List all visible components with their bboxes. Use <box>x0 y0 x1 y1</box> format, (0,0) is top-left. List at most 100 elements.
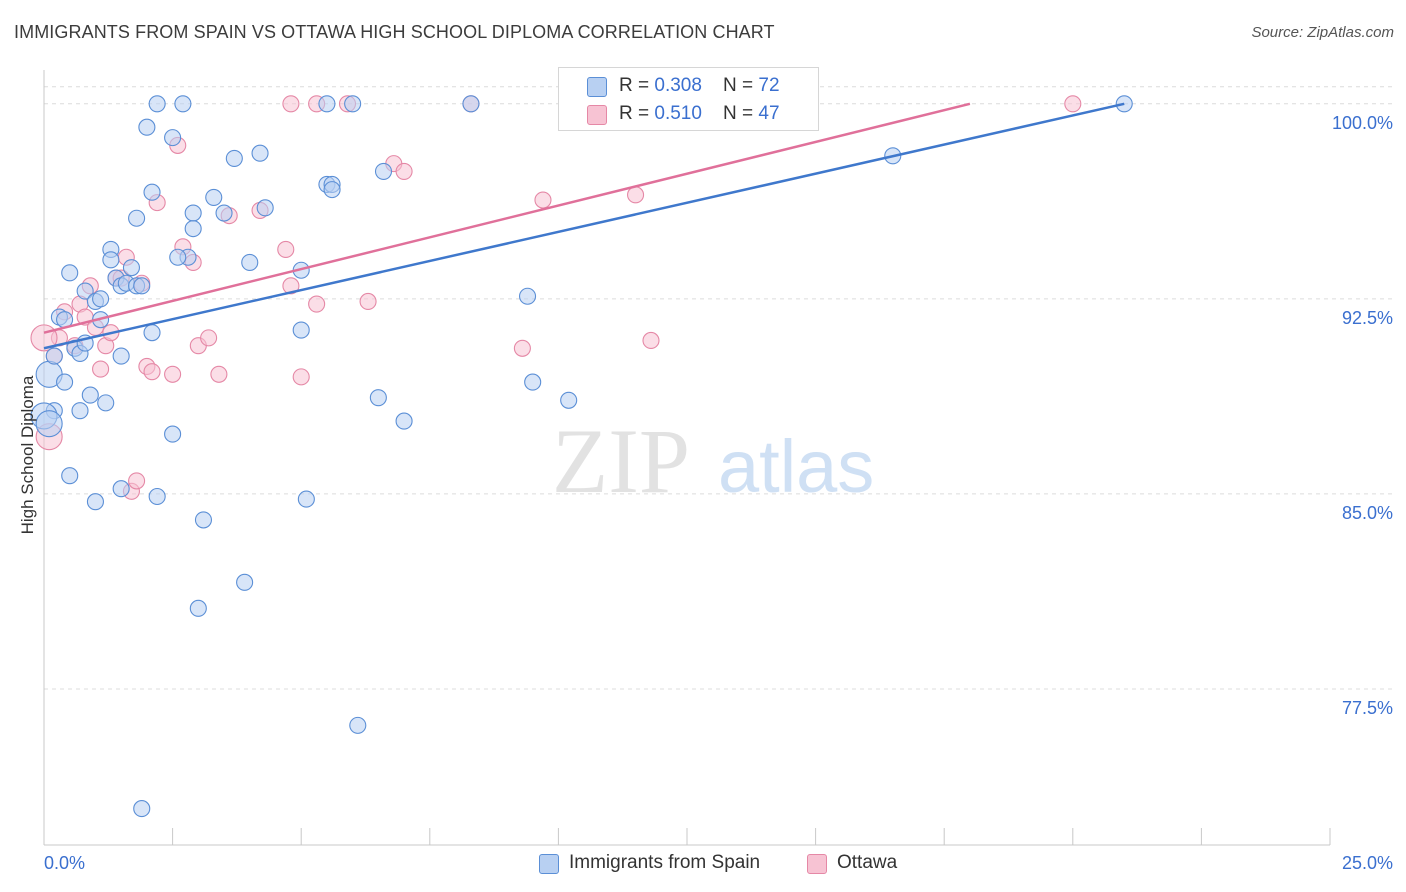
ottawa-point <box>627 186 645 204</box>
y-tick-label: 77.5% <box>1342 698 1393 718</box>
spain-point <box>102 251 120 269</box>
spain-point <box>143 183 161 201</box>
ottawa-point <box>282 277 300 295</box>
ottawa-point <box>92 360 110 378</box>
legend-swatch-blue <box>539 854 559 874</box>
trend-lines <box>43 102 1125 350</box>
trend-line-spain <box>43 102 1125 350</box>
legend-label-spain: Immigrants from Spain <box>569 852 761 873</box>
spain-point <box>133 277 151 295</box>
y-axis-label: High School Diploma <box>18 375 37 535</box>
spain-point <box>256 199 274 217</box>
source-label: Source: ZipAtlas.com <box>1251 24 1394 41</box>
legend-n-label: N = <box>723 103 759 124</box>
spain-point <box>81 386 99 404</box>
legend-r-label: R = <box>619 103 655 124</box>
spain-point <box>225 149 243 167</box>
spain-point <box>374 162 393 180</box>
spain-point <box>169 248 187 266</box>
spain-point <box>251 144 269 162</box>
ottawa-point <box>282 95 300 113</box>
legend-swatch-blue <box>587 77 607 97</box>
watermark-zip: ZIP <box>552 410 690 512</box>
ottawa-point <box>200 329 218 347</box>
spain-point <box>76 282 94 300</box>
y-tick-label: 92.5% <box>1342 308 1393 328</box>
spain-point <box>174 95 192 113</box>
series-legend: Immigrants from Spain Ottawa <box>0 852 1406 878</box>
spain-point <box>344 95 362 113</box>
spain-point <box>205 188 223 206</box>
legend-n-value: 72 <box>758 75 780 96</box>
legend-swatch-pink <box>587 105 607 125</box>
legend-r-value: 0.510 <box>654 103 702 124</box>
ottawa-point <box>642 331 660 350</box>
ottawa-point <box>277 240 295 258</box>
spain-point <box>184 220 202 238</box>
x-tick-label: 25.0% <box>1342 853 1393 873</box>
series-spain-points <box>30 95 1133 818</box>
spain-point <box>56 373 74 391</box>
spain-point <box>97 394 115 412</box>
spain-point <box>143 324 161 342</box>
spain-point <box>369 389 387 407</box>
spain-point <box>112 480 130 498</box>
ottawa-point <box>128 472 146 490</box>
spain-point <box>122 259 140 277</box>
spain-point <box>35 410 63 438</box>
ottawa-point <box>164 365 182 383</box>
spain-point <box>164 129 182 147</box>
stats-legend: R = 0.308 N = 72 R = 0.510 N = 47 <box>558 67 819 131</box>
ottawa-point <box>534 191 552 209</box>
spain-point <box>292 321 310 339</box>
watermark-atlas: atlas <box>718 425 874 508</box>
legend-n-value: 47 <box>758 103 780 124</box>
spain-point <box>148 95 166 113</box>
spain-point <box>560 391 578 409</box>
tick-labels: 77.5% 85.0% 92.5% 100.0% 0.0% 25.0% <box>44 113 1393 873</box>
legend-r-value: 0.308 <box>654 75 702 96</box>
spain-point <box>395 412 413 430</box>
legend-n-label: N = <box>723 75 759 96</box>
spain-point <box>92 290 110 308</box>
spain-point <box>194 511 213 529</box>
spain-point <box>148 487 166 506</box>
spain-point <box>133 800 151 818</box>
ottawa-point <box>513 339 531 357</box>
spain-point <box>323 181 341 199</box>
spain-point <box>128 209 146 227</box>
spain-point <box>86 493 104 511</box>
spain-point <box>318 95 336 113</box>
spain-point <box>45 347 63 365</box>
spain-point <box>297 490 315 508</box>
spain-point <box>236 573 254 591</box>
spain-point <box>184 204 202 222</box>
y-tick-label: 85.0% <box>1342 503 1393 523</box>
spain-point <box>61 264 79 282</box>
spain-point <box>462 95 480 113</box>
chart-title: IMMIGRANTS FROM SPAIN VS OTTAWA HIGH SCH… <box>14 22 775 42</box>
spain-point <box>71 402 89 420</box>
legend-r-label: R = <box>619 75 655 96</box>
spain-point <box>518 287 537 305</box>
spain-point <box>524 373 542 391</box>
grid-lines <box>44 86 1392 690</box>
ottawa-point <box>308 295 326 313</box>
legend-label-ottawa: Ottawa <box>837 852 898 873</box>
ottawa-point <box>395 162 413 180</box>
spain-point <box>349 716 367 734</box>
x-tick-label: 0.0% <box>44 853 85 873</box>
spain-point <box>215 204 233 222</box>
spain-point <box>61 467 79 485</box>
ottawa-point <box>210 365 228 383</box>
spain-point <box>112 347 130 365</box>
spain-point <box>138 118 156 136</box>
trend-line-ottawa <box>43 102 971 334</box>
spain-point <box>164 425 182 443</box>
ottawa-point <box>292 368 310 386</box>
axes <box>43 70 1331 846</box>
ottawa-point <box>359 292 377 311</box>
y-tick-label: 100.0% <box>1332 113 1393 133</box>
ottawa-point <box>1064 95 1082 113</box>
